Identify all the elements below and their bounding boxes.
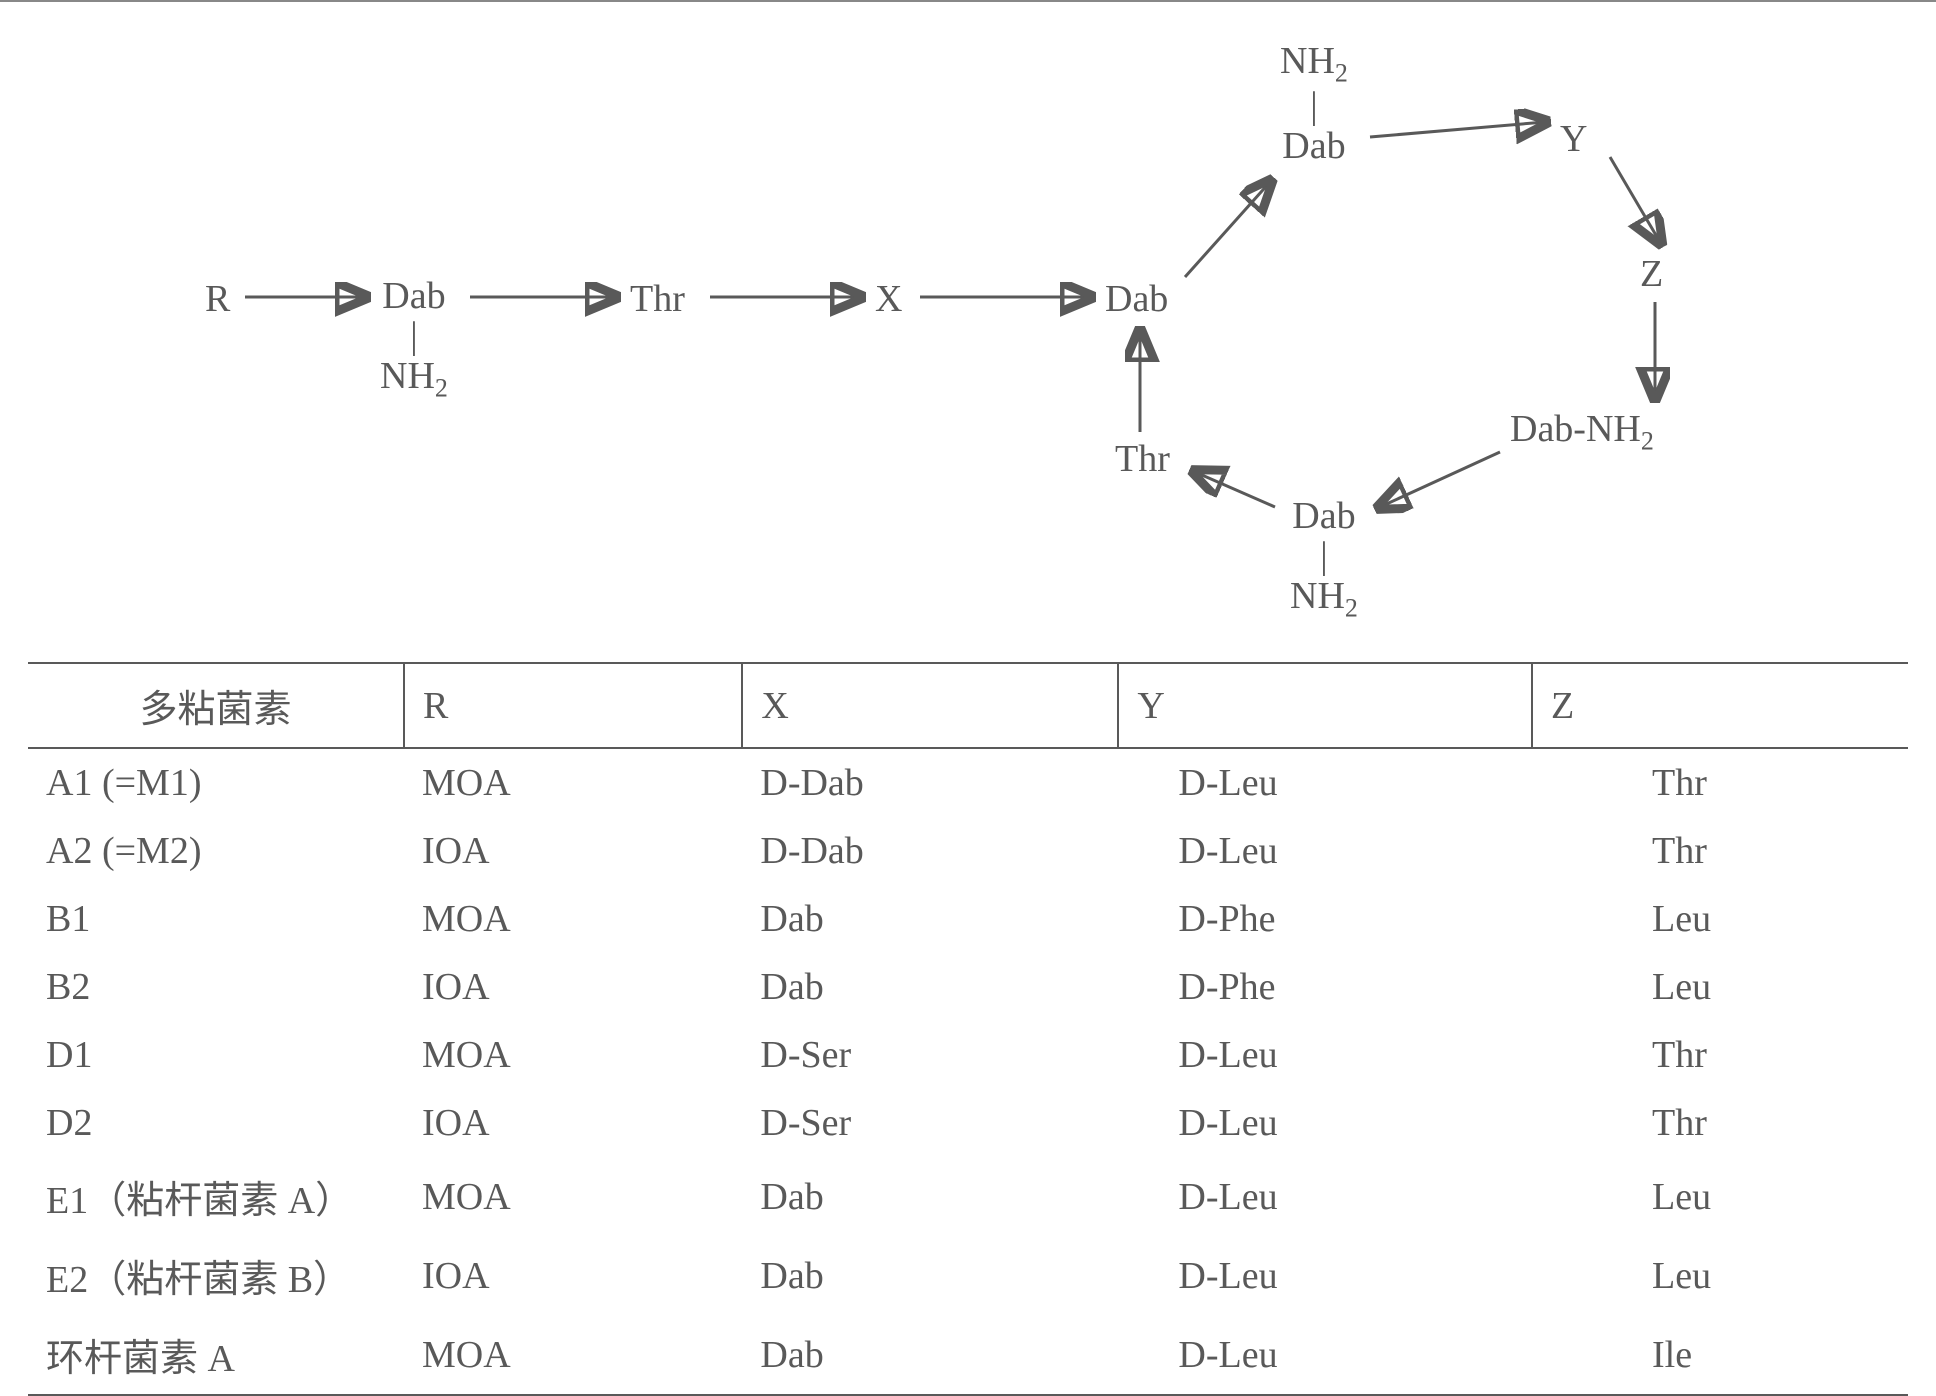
- figure-container: R Dab | NH2 Thr X Dab NH2 | Dab Y Z Dab-…: [0, 0, 1936, 1380]
- table-cell: E1（粘杆菌素 A）: [28, 1157, 404, 1236]
- table-cell: B1: [28, 885, 404, 953]
- table-cell: MOA: [404, 1315, 742, 1395]
- table-row: D1MOAD-SerD-LeuThr: [28, 1021, 1908, 1089]
- table-cell: D-Leu: [1118, 817, 1532, 885]
- node-Dab1: Dab | NH2: [380, 277, 448, 402]
- table-cell: D1: [28, 1021, 404, 1089]
- node-R: R: [205, 277, 230, 321]
- table-cell: Thr: [1532, 1089, 1908, 1157]
- table-cell: Dab: [742, 885, 1118, 953]
- node-Y: Y: [1560, 117, 1587, 161]
- table-cell: Dab: [742, 953, 1118, 1021]
- table-cell: E2（粘杆菌素 B）: [28, 1236, 404, 1315]
- table-row: D2IOAD-SerD-LeuThr: [28, 1089, 1908, 1157]
- col-header-Y: Y: [1118, 663, 1532, 748]
- table-cell: IOA: [404, 1236, 742, 1315]
- table-cell: D-Leu: [1118, 1089, 1532, 1157]
- table-cell: Leu: [1532, 1157, 1908, 1236]
- table-cell: MOA: [404, 885, 742, 953]
- table-row: E1（粘杆菌素 A）MOADabD-LeuLeu: [28, 1157, 1908, 1236]
- table-cell: Ile: [1532, 1315, 1908, 1395]
- col-header-name: 多粘菌素: [28, 663, 404, 748]
- table-cell: D2: [28, 1089, 404, 1157]
- col-header-Z: Z: [1532, 663, 1908, 748]
- table-cell: D-Leu: [1118, 748, 1532, 817]
- table-row: B2IOADabD-PheLeu: [28, 953, 1908, 1021]
- table-cell: IOA: [404, 1089, 742, 1157]
- table-cell: D-Leu: [1118, 1315, 1532, 1395]
- table-cell: Thr: [1532, 1021, 1908, 1089]
- table-cell: D-Leu: [1118, 1021, 1532, 1089]
- table-cell: MOA: [404, 1157, 742, 1236]
- table-cell: Thr: [1532, 817, 1908, 885]
- table-cell: D-Leu: [1118, 1236, 1532, 1315]
- dab1-nh2: NH2: [380, 355, 448, 397]
- table-cell: D-Dab: [742, 817, 1118, 885]
- table-cell: IOA: [404, 953, 742, 1021]
- table-header-row: 多粘菌素 R X Y Z: [28, 663, 1908, 748]
- node-Thr2: Thr: [1115, 437, 1170, 481]
- table-cell: Thr: [1532, 748, 1908, 817]
- table-cell: MOA: [404, 748, 742, 817]
- dab1-label: Dab: [382, 275, 445, 317]
- node-Dab-top: NH2 | Dab: [1280, 42, 1348, 167]
- table-cell: 环杆菌素 A: [28, 1315, 404, 1395]
- table-cell: D-Dab: [742, 748, 1118, 817]
- node-DabNH2: Dab-NH2: [1510, 407, 1654, 457]
- node-Dab-ring-left: Dab: [1105, 277, 1168, 321]
- table-row: A1 (=M1)MOAD-DabD-LeuThr: [28, 748, 1908, 817]
- table-cell: Leu: [1532, 1236, 1908, 1315]
- table-cell: B2: [28, 953, 404, 1021]
- dab-bot-label: Dab: [1292, 495, 1355, 537]
- table-cell: Dab: [742, 1157, 1118, 1236]
- node-X: X: [875, 277, 902, 321]
- peptide-diagram: R Dab | NH2 Thr X Dab NH2 | Dab Y Z Dab-…: [0, 42, 1936, 662]
- dab-bot-bond: |: [1320, 545, 1328, 568]
- table-cell: D-Phe: [1118, 953, 1532, 1021]
- table-cell: D-Ser: [742, 1089, 1118, 1157]
- col-header-R: R: [404, 663, 742, 748]
- table-row: 环杆菌素 AMOADabD-LeuIle: [28, 1315, 1908, 1395]
- polymyxin-table: 多粘菌素 R X Y Z A1 (=M1)MOAD-DabD-LeuThrA2 …: [28, 662, 1908, 1396]
- node-Thr1: Thr: [630, 277, 685, 321]
- table-row: E2（粘杆菌素 B）IOADabD-LeuLeu: [28, 1236, 1908, 1315]
- table-cell: Dab: [742, 1315, 1118, 1395]
- table-cell: MOA: [404, 1021, 742, 1089]
- dab-top-nh2: NH2: [1280, 40, 1348, 82]
- table-cell: A1 (=M1): [28, 748, 404, 817]
- col-header-X: X: [742, 663, 1118, 748]
- node-Z: Z: [1640, 252, 1663, 296]
- table-cell: Leu: [1532, 953, 1908, 1021]
- table-cell: A2 (=M2): [28, 817, 404, 885]
- table-cell: D-Leu: [1118, 1157, 1532, 1236]
- table-row: A2 (=M2)IOAD-DabD-LeuThr: [28, 817, 1908, 885]
- dab-top-label: Dab: [1282, 125, 1345, 167]
- dab1-bond: |: [410, 325, 418, 348]
- table-cell: D-Phe: [1118, 885, 1532, 953]
- table-body: A1 (=M1)MOAD-DabD-LeuThrA2 (=M2)IOAD-Dab…: [28, 748, 1908, 1395]
- dab-top-bond: |: [1310, 95, 1318, 118]
- table-row: B1MOADabD-PheLeu: [28, 885, 1908, 953]
- dab-bot-nh2: NH2: [1290, 575, 1358, 617]
- table-cell: Leu: [1532, 885, 1908, 953]
- node-Dab-bot: Dab | NH2: [1290, 497, 1358, 622]
- diagram-arrows: [0, 42, 1936, 662]
- table-cell: D-Ser: [742, 1021, 1118, 1089]
- table-cell: Dab: [742, 1236, 1118, 1315]
- table-cell: IOA: [404, 817, 742, 885]
